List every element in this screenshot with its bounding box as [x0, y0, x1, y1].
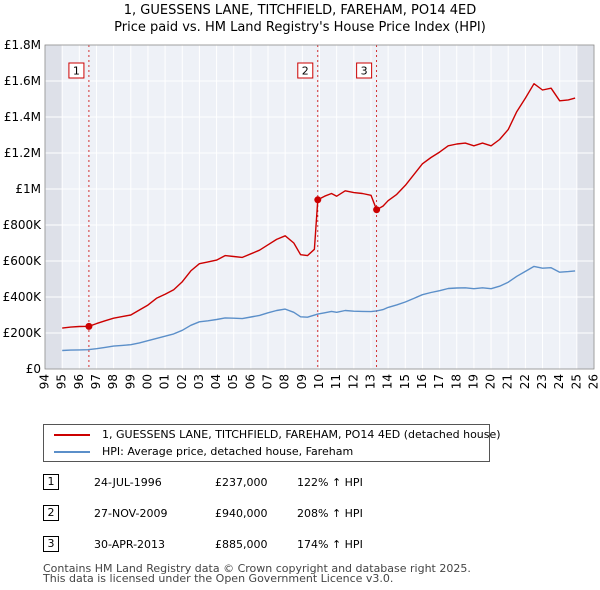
chart-legend: 1, GUESSENS LANE, TITCHFIELD, FAREHAM, P…: [43, 424, 501, 462]
footer-copyright: Contains HM Land Registry data © Crown c…: [43, 562, 471, 575]
x-tick-label: 2026: [587, 374, 600, 390]
sale-marker-box: [68, 62, 85, 79]
transaction-badge: 3: [43, 536, 59, 552]
transaction-hpi: 174% ↑ HPI: [297, 538, 363, 551]
plot-frame: [44, 44, 595, 370]
x-tick-label: 2023: [535, 374, 549, 390]
x-tick-label: 2020: [484, 374, 498, 390]
x-tick-label: 2001: [158, 374, 172, 390]
y-tick-label: £1.8M: [4, 38, 41, 52]
transaction-date: 24-JUL-1996: [94, 476, 162, 489]
transaction-badge: 1: [43, 474, 59, 490]
x-tick-label: 2008: [278, 374, 292, 390]
sale-marker-label: 1: [73, 65, 80, 78]
x-tick-label: 2009: [295, 374, 309, 390]
transaction-price: £940,000: [215, 507, 268, 520]
y-tick-label: £1.2M: [4, 146, 41, 160]
x-tick-label: 2013: [363, 374, 377, 390]
y-tick-label: £1.6M: [4, 74, 41, 88]
hpi-line: [62, 265, 576, 352]
x-tick-label: 2002: [175, 374, 189, 390]
footer-licence: This data is licensed under the Open Gov…: [43, 572, 394, 585]
y-tick-label: £200K: [3, 326, 43, 340]
price-chart: 1 2 3 £0 £200K £400K £600K £800K £1M £1.2M £1.4M £1…: [3, 38, 600, 390]
sale-point: [85, 322, 93, 330]
legend-swatch-hpi: [54, 451, 90, 453]
x-tick-label: 2006: [243, 374, 257, 390]
x-tick-label: 2018: [449, 374, 463, 390]
transaction-hpi: 122% ↑ HPI: [297, 476, 363, 489]
y-tick-label: £400K: [3, 290, 43, 304]
y-tick-label: £800K: [3, 218, 43, 232]
y-tick-label: £1.4M: [4, 110, 41, 124]
transaction-date: 27-NOV-2009: [94, 507, 168, 520]
x-tick-label: 1995: [55, 374, 69, 390]
y-tick-label: £600K: [3, 254, 43, 268]
x-tick-label: 1994: [38, 374, 52, 390]
sale-marker-label: 2: [302, 65, 309, 78]
pre-data-shade: [45, 45, 63, 369]
property-price-line: [62, 83, 576, 329]
x-tick-label: 2015: [398, 374, 412, 390]
x-tick-label: 1996: [72, 374, 86, 390]
x-tick-label: 1998: [106, 374, 120, 390]
post-data-shade: [576, 45, 594, 369]
legend-swatch-property: [54, 434, 90, 436]
x-tick-label: 2010: [312, 374, 326, 390]
x-tick-label: 2004: [209, 374, 223, 390]
transaction-badge: 2: [43, 505, 59, 521]
x-tick-label: 2005: [226, 374, 240, 390]
x-tick-label: 2024: [552, 374, 566, 390]
transaction-price: £885,000: [215, 538, 268, 551]
sale-marker-label: 3: [361, 65, 368, 78]
transaction-hpi: 208% ↑ HPI: [297, 507, 363, 520]
transaction-date: 30-APR-2013: [94, 538, 166, 551]
sale-point: [373, 206, 381, 214]
sale-marker-box: [356, 62, 373, 79]
transaction-price: £237,000: [215, 476, 268, 489]
chart-title: 1, GUESSENS LANE, TITCHFIELD, FAREHAM, P…: [123, 3, 477, 18]
x-tick-label: 2007: [261, 374, 275, 390]
x-tick-label: 2014: [381, 374, 395, 390]
x-tick-label: 2000: [140, 374, 154, 390]
x-tick-label: 2012: [346, 374, 360, 390]
x-tick-label: 2019: [466, 374, 480, 390]
legend-label-property: 1, GUESSENS LANE, TITCHFIELD, FAREHAM, P…: [102, 428, 501, 441]
x-tick-label: 1997: [89, 374, 103, 390]
sale-point: [314, 196, 322, 204]
chart-subtitle: Price paid vs. HM Land Registry's House …: [114, 20, 486, 35]
x-tick-label: 2011: [329, 374, 343, 390]
x-tick-label: 1999: [123, 374, 137, 390]
x-tick-label: 2016: [415, 374, 429, 390]
y-tick-label: £0: [26, 362, 41, 376]
x-tick-label: 2021: [501, 374, 515, 390]
legend-label-hpi: HPI: Average price, detached house, Fare…: [102, 445, 354, 458]
x-tick-label: 2025: [569, 374, 583, 390]
x-tick-label: 2022: [518, 374, 532, 390]
sale-marker-box: [297, 62, 314, 79]
y-tick-label: £1M: [15, 182, 41, 196]
x-tick-label: 2003: [192, 374, 206, 390]
x-tick-label: 2017: [432, 374, 446, 390]
